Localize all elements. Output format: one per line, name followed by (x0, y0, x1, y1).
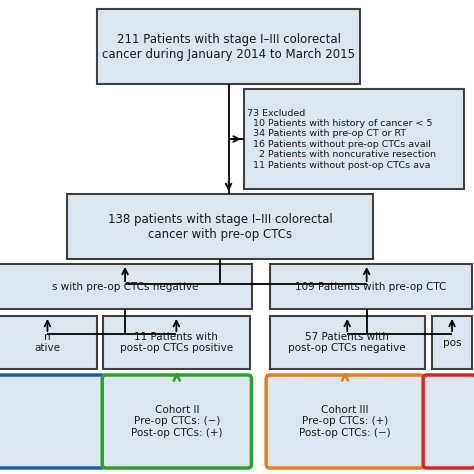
Text: s with pre-op CTCs negative: s with pre-op CTCs negative (52, 282, 198, 292)
Text: n
ative: n ative (35, 332, 61, 353)
Text: 11 Patients with
post-op CTCs positive: 11 Patients with post-op CTCs positive (120, 332, 233, 353)
Bar (432, 316, 472, 369)
Bar (270, 316, 425, 369)
Bar (0, 316, 97, 369)
Text: 211 Patients with stage I–III colorectal
cancer during January 2014 to March 201: 211 Patients with stage I–III colorectal… (102, 33, 355, 61)
Bar (67, 194, 373, 259)
Text: 57 Patients with
post-op CTCs negative: 57 Patients with post-op CTCs negative (288, 332, 406, 353)
FancyBboxPatch shape (0, 375, 105, 468)
Text: Cohort II
Pre-op CTCs: (−)
Post-op CTCs: (+): Cohort II Pre-op CTCs: (−) Post-op CTCs:… (131, 405, 223, 438)
Text: 109 Patients with pre-op CTC: 109 Patients with pre-op CTC (295, 282, 447, 292)
Text: 73 Excluded
  10 Patients with history of cancer < 5
  34 Patients with pre-op C: 73 Excluded 10 Patients with history of … (247, 109, 436, 170)
FancyBboxPatch shape (102, 375, 252, 468)
Text: pos: pos (443, 337, 461, 347)
Bar (0, 264, 252, 309)
Bar (270, 264, 472, 309)
Bar (97, 9, 360, 84)
FancyBboxPatch shape (266, 375, 424, 468)
Bar (103, 316, 250, 369)
Bar (244, 89, 464, 189)
Text: Cohort III
Pre-op CTCs: (+)
Post-op CTCs: (−): Cohort III Pre-op CTCs: (+) Post-op CTCs… (299, 405, 391, 438)
Text: 138 patients with stage I–III colorectal
cancer with pre-op CTCs: 138 patients with stage I–III colorectal… (108, 212, 332, 240)
FancyBboxPatch shape (423, 375, 474, 468)
